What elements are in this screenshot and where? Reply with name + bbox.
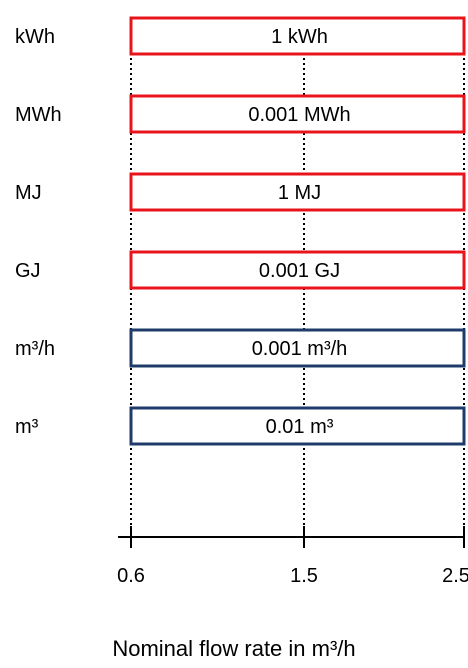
axis-tick-label: 2.5 — [442, 565, 468, 587]
resolution-box — [129, 406, 466, 446]
resolution-value: 1 kWh — [271, 26, 328, 48]
resolution-box — [129, 94, 466, 134]
unit-label: m³/h — [15, 338, 55, 360]
resolution-value: 0.001 MWh — [248, 104, 350, 126]
unit-row: kWh 1 kWh — [15, 16, 466, 56]
unit-row: MJ 1 MJ — [15, 172, 466, 212]
unit-label: GJ — [15, 260, 41, 282]
axis-tick-label: 0.6 — [117, 565, 145, 587]
unit-row: MWh 0.001 MWh — [15, 94, 466, 134]
axis-tick-label: 1.5 — [290, 565, 318, 587]
unit-label: MWh — [15, 104, 62, 126]
unit-label: MJ — [15, 182, 42, 204]
unit-rows: kWh 1 kWh MWh 0.001 MWh MJ 1 MJ GJ 0.001 GJ m³/h… — [15, 16, 466, 446]
axis-title: Nominal flow rate in m³/h — [112, 636, 355, 661]
resolution-value: 0.001 m³/h — [252, 338, 348, 360]
unit-row: m³ 0.01 m³ — [15, 406, 466, 446]
unit-label: m³ — [15, 416, 39, 438]
resolution-value: 0.001 GJ — [259, 260, 340, 282]
unit-row: m³/h 0.001 m³/h — [15, 328, 466, 368]
unit-row: GJ 0.001 GJ — [15, 250, 466, 290]
resolution-box — [129, 250, 466, 290]
resolution-box — [129, 328, 466, 368]
unit-label: kWh — [15, 26, 55, 48]
flow-rate-axis: 0.6 1.5 2.5 Nominal flow rate in m³/h — [112, 526, 468, 661]
resolution-box — [129, 16, 466, 56]
resolution-value: 1 MJ — [278, 182, 321, 204]
resolution-box — [129, 172, 466, 212]
resolution-value: 0.01 m³ — [266, 416, 334, 438]
